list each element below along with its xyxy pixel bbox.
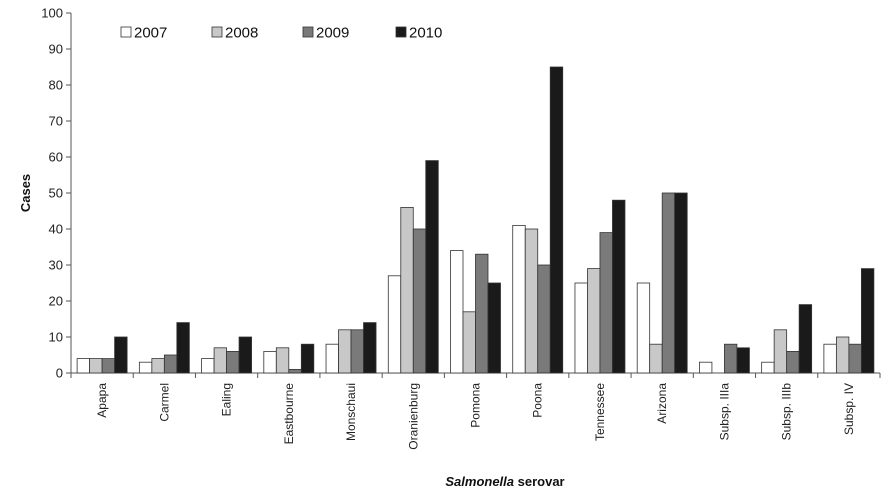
x-tick-label: Monschaui	[344, 383, 358, 441]
bar-2010-subsp-iiia	[736, 347, 750, 374]
x-axis-title-rest: serovar	[514, 474, 565, 489]
x-tick-label: Pomona	[469, 383, 483, 428]
y-tick-label: 10	[49, 330, 63, 345]
bar-2007-arizona	[636, 282, 651, 374]
x-tick-label: Apapa	[95, 383, 109, 418]
bar-2009-apapa	[101, 358, 116, 374]
y-tick-label: 90	[49, 42, 63, 57]
bar-2008-ealing	[213, 347, 227, 374]
y-axis: 0 10 20 30 40 50 60 70 80 90 100	[41, 6, 72, 381]
bar-2010-arizona	[674, 192, 688, 374]
x-tick-label: Subsp. IIIb	[780, 383, 794, 441]
y-tick-label: 80	[49, 78, 63, 93]
bar-2008-subsp-iiib	[773, 329, 788, 374]
x-tick-label: Carmel	[157, 383, 171, 422]
bar-2009-carmel	[163, 354, 178, 374]
bar-2010-subsp-iv	[860, 268, 875, 374]
bars	[76, 66, 875, 374]
bar-2008-eastbourne	[275, 347, 290, 374]
bar-2008-pomona	[462, 311, 476, 374]
y-tick-label: 20	[49, 294, 63, 309]
bar-2010-tennessee	[612, 199, 626, 374]
y-axis-title: Cases	[18, 174, 33, 212]
legend-label-2009: 2009	[316, 25, 349, 42]
x-axis-title: Salmonella serovar	[445, 474, 564, 489]
bar-2007-pomona	[450, 250, 464, 374]
bar-2010-carmel	[176, 322, 190, 374]
y-tick-label: 0	[56, 366, 63, 381]
x-tick-label: Arizona	[655, 383, 669, 424]
x-tick-label: Poona	[531, 383, 545, 418]
legend: 2007 2008 2009 2010	[120, 25, 442, 42]
bar-2010-monschaui	[363, 322, 377, 374]
legend-swatch-2009	[302, 26, 314, 38]
legend-swatch-2008	[211, 26, 223, 38]
y-tick-label: 60	[49, 150, 63, 165]
bar-2010-oranienburg	[425, 160, 439, 374]
bar-2007-subsp-iv	[823, 343, 837, 374]
legend-label-2007: 2007	[134, 25, 167, 42]
bar-2007-eastbourne	[263, 350, 277, 374]
bar-2010-apapa	[114, 336, 128, 374]
bar-2008-poona	[524, 228, 539, 374]
legend-swatch-2007	[120, 26, 132, 38]
y-tick-label: 30	[49, 258, 63, 273]
x-tick-label: Subsp. IIIa	[717, 383, 731, 441]
bar-2008-oranienburg	[400, 206, 414, 374]
bar-2008-monschaui	[338, 329, 352, 374]
bar-2009-ealing	[226, 350, 240, 374]
bar-2007-monschaui	[325, 343, 339, 374]
bar-2009-pomona	[475, 253, 489, 374]
bar-2007-subsp-iiia	[699, 361, 713, 374]
legend-label-2008: 2008	[225, 25, 258, 42]
bar-2007-tennessee	[574, 282, 588, 374]
y-tick-label: 100	[41, 6, 63, 21]
bar-2009-subsp-iv	[848, 343, 862, 374]
legend-swatch-2010	[395, 26, 407, 38]
x-tick-label: Tennessee	[593, 383, 607, 441]
bar-2010-eastbourne	[300, 343, 315, 374]
y-tick-label: 70	[49, 114, 63, 129]
bar-2010-poona	[549, 66, 564, 374]
y-tick-label: 50	[49, 186, 63, 201]
bar-2009-eastbourne	[288, 368, 302, 374]
bar-2009-subsp-iiia	[724, 343, 738, 374]
bar-2009-oranienburg	[412, 228, 427, 374]
x-tick-label: Ealing	[220, 383, 234, 416]
x-tick-label: Oranienburg	[406, 383, 420, 450]
x-axis-title-italic: Salmonella	[445, 474, 514, 489]
bar-2008-arizona	[649, 343, 663, 374]
bar-2009-monschaui	[350, 329, 364, 374]
legend-label-2010: 2010	[409, 25, 442, 42]
bar-2007-oranienburg	[387, 275, 402, 374]
bar-2010-pomona	[487, 282, 501, 374]
bar-2009-subsp-iiib	[786, 350, 800, 374]
x-axis: Apapa Carmel Ealing Eastbourne Monschaui Oran…	[70, 372, 881, 450]
bar-2008-apapa	[89, 358, 103, 374]
bar-2008-tennessee	[587, 268, 601, 374]
bar-2007-ealing	[201, 358, 215, 374]
bar-2008-carmel	[151, 358, 165, 374]
x-tick-label: Eastbourne	[282, 383, 296, 445]
bar-2007-carmel	[138, 361, 153, 374]
y-tick-label: 40	[49, 222, 63, 237]
bar-2009-poona	[537, 264, 551, 374]
bar-2009-tennessee	[599, 232, 613, 374]
bar-2010-subsp-iiib	[798, 304, 813, 374]
bar-2007-poona	[512, 224, 526, 374]
bar-2007-subsp-iiib	[761, 361, 775, 374]
x-tick-label: Subsp. IV	[842, 383, 856, 435]
bar-2009-arizona	[661, 192, 676, 374]
bar-2010-ealing	[238, 336, 252, 374]
bar-2007-apapa	[76, 358, 91, 374]
bar-2008-subsp-iv	[835, 336, 850, 374]
